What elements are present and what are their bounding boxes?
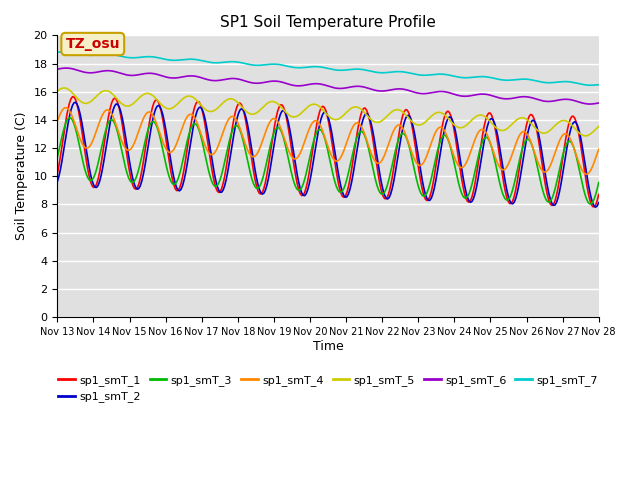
sp1_smT_1 (595, 192, 602, 197)
sp1_smT_1 (292, 173, 300, 179)
sp1_smT_6 (566, 97, 574, 103)
sp1_smT_2 (292, 162, 300, 168)
sp1_smT_3 (216, 176, 224, 182)
X-axis label: Time: Time (313, 340, 344, 353)
sp1_smT_1 (216, 189, 224, 194)
sp1_smT_7 (292, 65, 300, 71)
sp1_smT_2 (234, 111, 242, 117)
sp1_smT_6 (586, 101, 593, 107)
sp1_smT_5 (292, 114, 300, 120)
sp1_smT_1 (68, 94, 76, 99)
sp1_smT_2 (72, 99, 79, 105)
sp1_smT_7 (234, 59, 242, 65)
Line: sp1_smT_3: sp1_smT_3 (58, 118, 598, 204)
sp1_smT_3 (66, 115, 74, 120)
sp1_smT_4 (595, 146, 602, 152)
sp1_smT_5 (60, 85, 67, 91)
sp1_smT_3 (244, 157, 252, 163)
sp1_smT_3 (566, 138, 574, 144)
sp1_smT_5 (595, 123, 602, 129)
sp1_smT_4 (583, 171, 591, 177)
sp1_smT_2 (244, 121, 252, 127)
Title: SP1 Soil Temperature Profile: SP1 Soil Temperature Profile (220, 15, 436, 30)
sp1_smT_4 (122, 145, 129, 151)
sp1_smT_5 (244, 109, 252, 115)
sp1_smT_3 (292, 184, 300, 190)
sp1_smT_7 (54, 49, 61, 55)
sp1_smT_6 (63, 65, 70, 71)
sp1_smT_5 (234, 100, 242, 106)
sp1_smT_4 (566, 135, 574, 141)
sp1_smT_1 (122, 142, 129, 147)
sp1_smT_7 (122, 54, 129, 60)
sp1_smT_2 (122, 132, 129, 137)
Text: TZ_osu: TZ_osu (65, 37, 120, 51)
Line: sp1_smT_4: sp1_smT_4 (58, 108, 598, 174)
Y-axis label: Soil Temperature (C): Soil Temperature (C) (15, 112, 28, 240)
sp1_smT_3 (586, 201, 593, 207)
sp1_smT_7 (588, 83, 595, 88)
sp1_smT_2 (566, 129, 574, 135)
sp1_smT_1 (54, 170, 61, 176)
sp1_smT_2 (54, 179, 61, 184)
sp1_smT_7 (566, 79, 574, 85)
Legend: sp1_smT_1, sp1_smT_2, sp1_smT_3, sp1_smT_4, sp1_smT_5, sp1_smT_6, sp1_smT_7: sp1_smT_1, sp1_smT_2, sp1_smT_3, sp1_smT… (54, 371, 602, 407)
sp1_smT_5 (122, 103, 129, 108)
sp1_smT_1 (566, 117, 574, 122)
sp1_smT_3 (54, 155, 61, 160)
sp1_smT_2 (595, 200, 602, 205)
sp1_smT_3 (234, 124, 242, 130)
sp1_smT_5 (581, 133, 589, 139)
sp1_smT_3 (122, 164, 129, 169)
sp1_smT_6 (54, 66, 61, 72)
sp1_smT_4 (63, 105, 70, 110)
sp1_smT_5 (216, 103, 224, 108)
sp1_smT_4 (234, 121, 242, 127)
sp1_smT_6 (292, 83, 300, 89)
Line: sp1_smT_1: sp1_smT_1 (58, 96, 598, 207)
sp1_smT_4 (216, 138, 224, 144)
sp1_smT_1 (244, 128, 252, 133)
sp1_smT_7 (61, 49, 68, 55)
sp1_smT_2 (216, 190, 224, 195)
sp1_smT_4 (54, 118, 61, 124)
Line: sp1_smT_2: sp1_smT_2 (58, 102, 598, 207)
Line: sp1_smT_7: sp1_smT_7 (58, 52, 598, 85)
sp1_smT_3 (595, 180, 602, 185)
sp1_smT_6 (244, 79, 252, 84)
sp1_smT_5 (54, 88, 61, 94)
sp1_smT_1 (590, 204, 598, 210)
sp1_smT_2 (592, 204, 600, 210)
sp1_smT_1 (234, 101, 242, 107)
sp1_smT_7 (216, 60, 224, 65)
sp1_smT_6 (234, 76, 242, 82)
sp1_smT_6 (216, 77, 224, 83)
sp1_smT_4 (244, 146, 252, 152)
Line: sp1_smT_5: sp1_smT_5 (58, 88, 598, 136)
sp1_smT_6 (122, 72, 129, 77)
sp1_smT_7 (244, 61, 252, 67)
sp1_smT_6 (595, 100, 602, 106)
sp1_smT_4 (292, 156, 300, 162)
Line: sp1_smT_6: sp1_smT_6 (58, 68, 598, 104)
sp1_smT_5 (566, 120, 574, 126)
sp1_smT_7 (595, 82, 602, 87)
